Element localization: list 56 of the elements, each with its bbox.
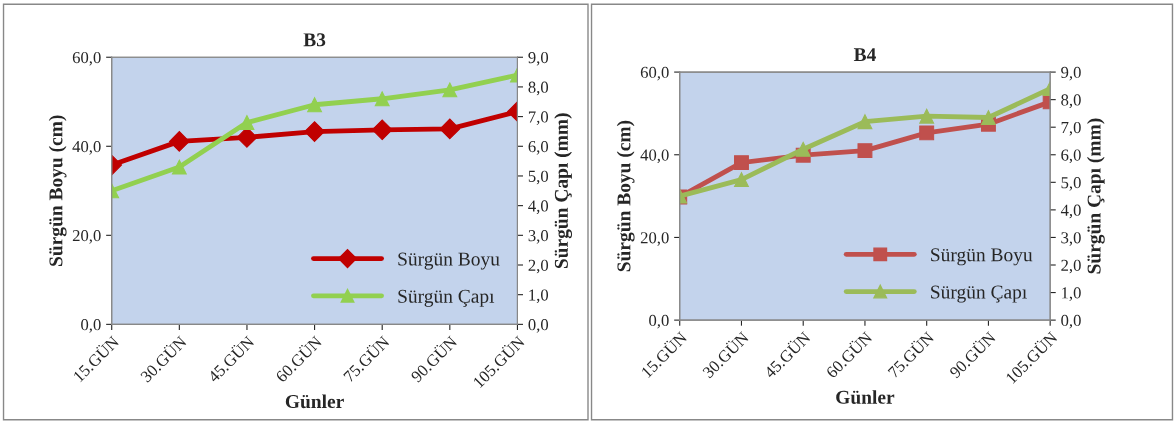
point bbox=[980, 110, 996, 126]
y2-tick-label: 4,0 bbox=[1060, 204, 1081, 219]
y2-tick-label: 9,0 bbox=[1061, 66, 1081, 81]
y2-tick-label: 1,0 bbox=[1062, 287, 1081, 301]
y-tick-label: 40,0 bbox=[72, 140, 101, 155]
y2-tick-label: 0,0 bbox=[528, 319, 549, 333]
y2-tick-label: 1,0 bbox=[529, 289, 549, 304]
point bbox=[304, 121, 325, 142]
point bbox=[734, 155, 749, 171]
chart-title: B4 bbox=[853, 48, 876, 62]
point bbox=[239, 115, 255, 130]
y-axis-title: Sürgün Boyu (cm) bbox=[616, 120, 635, 272]
point bbox=[795, 141, 811, 157]
y-axis-title: Sürgün Boyu (cm) bbox=[48, 115, 67, 266]
legend-label: Sürgün Boyu bbox=[398, 252, 500, 270]
y2-tick-label: 5,0 bbox=[528, 170, 549, 185]
legend-label: Sürgün Çapı bbox=[931, 285, 1027, 303]
y-tick-label: 0,0 bbox=[81, 319, 101, 333]
y-tick-label: 20,0 bbox=[640, 232, 669, 246]
y2-tick-label: 7,0 bbox=[1061, 121, 1081, 136]
y2-tick-label: 8,0 bbox=[1061, 94, 1081, 108]
y2-tick-label: 3,0 bbox=[1061, 232, 1081, 246]
point bbox=[236, 127, 258, 148]
y-tick-label: 60,0 bbox=[72, 51, 101, 66]
x-axis-title: Günler bbox=[285, 394, 344, 409]
x-axis-title: Günler bbox=[836, 390, 895, 404]
y2-tick-label: 8,0 bbox=[528, 81, 549, 96]
y2-tick-label: 6,0 bbox=[1061, 149, 1081, 164]
y2-tick-label: 9,0 bbox=[528, 51, 549, 66]
y2-axis-title: Sürgün Çapı (mm) bbox=[1086, 118, 1105, 274]
y2-tick-label: 7,0 bbox=[528, 111, 549, 125]
legend-label: Sürgün Çapı bbox=[398, 289, 495, 307]
y2-axis-title: Sürgün Çapı (mm) bbox=[554, 113, 573, 269]
y-tick-label: 60,0 bbox=[640, 66, 669, 81]
y2-tick-label: 6,0 bbox=[528, 140, 549, 155]
chart-title: B3 bbox=[303, 33, 326, 47]
point bbox=[371, 119, 393, 141]
y2-tick-label: 0,0 bbox=[1061, 314, 1081, 329]
y2-tick-label: 2,0 bbox=[528, 259, 549, 274]
y-tick-label: 40,0 bbox=[640, 149, 669, 164]
y2-tick-label: 5,0 bbox=[1061, 177, 1081, 191]
point bbox=[919, 108, 935, 124]
y-tick-label: 0,0 bbox=[649, 314, 669, 329]
point bbox=[857, 114, 873, 130]
y2-tick-label: 2,0 bbox=[1061, 259, 1081, 274]
point bbox=[442, 82, 458, 98]
legend-label: Sürgün Boyu bbox=[931, 248, 1033, 266]
point bbox=[307, 97, 323, 113]
y2-tick-label: 4,0 bbox=[528, 200, 549, 214]
point bbox=[919, 125, 935, 141]
point bbox=[374, 91, 390, 107]
point bbox=[169, 131, 190, 152]
y2-tick-label: 3,0 bbox=[528, 230, 549, 244]
point bbox=[857, 143, 873, 159]
y-tick-label: 20,0 bbox=[72, 230, 101, 244]
point bbox=[734, 172, 749, 188]
